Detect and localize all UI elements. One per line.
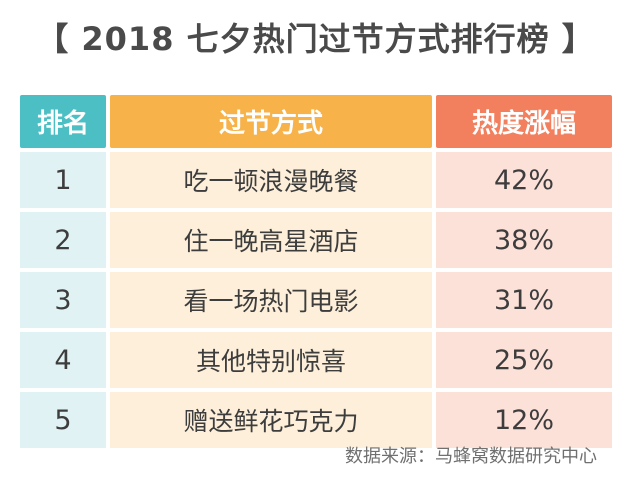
method-cell: 看一场热门电影 (110, 272, 432, 328)
header-heat: 热度涨幅 (436, 95, 612, 148)
method-cell: 住一晚高星酒店 (110, 212, 432, 268)
table-body: 1 吃一顿浪漫晚餐 42% 2 住一晚高星酒店 38% 3 看一场热门电影 31% 4 其他特别惊喜… (20, 152, 612, 448)
heat-cell: 25% (436, 332, 612, 388)
table-row: 4 其他特别惊喜 25% (20, 332, 612, 388)
data-source: 数据来源：马蜂窝数据研究中心 (345, 446, 597, 467)
heat-cell: 42% (436, 152, 612, 208)
table-row: 2 住一晚高星酒店 38% (20, 212, 612, 268)
method-cell: 其他特别惊喜 (110, 332, 432, 388)
chart-title: 【 2018 七夕热门过节方式排行榜 】 (36, 20, 595, 58)
rank-cell: 1 (20, 152, 106, 208)
method-cell: 吃一顿浪漫晚餐 (110, 152, 432, 208)
table-header-row: 排名 过节方式 热度涨幅 (20, 95, 612, 148)
table-row: 3 看一场热门电影 31% (20, 272, 612, 328)
header-rank: 排名 (20, 95, 106, 148)
method-cell: 赠送鲜花巧克力 (110, 392, 432, 448)
table-row: 5 赠送鲜花巧克力 12% (20, 392, 612, 448)
header-method: 过节方式 (110, 95, 432, 148)
heat-cell: 38% (436, 212, 612, 268)
rank-cell: 2 (20, 212, 106, 268)
heat-cell: 12% (436, 392, 612, 448)
ranking-table: 排名 过节方式 热度涨幅 1 吃一顿浪漫晚餐 42% 2 住一晚高星酒店 38% 3 看一场热… (20, 95, 612, 452)
rank-cell: 4 (20, 332, 106, 388)
rank-cell: 5 (20, 392, 106, 448)
heat-cell: 31% (436, 272, 612, 328)
rank-cell: 3 (20, 272, 106, 328)
table-row: 1 吃一顿浪漫晚餐 42% (20, 152, 612, 208)
